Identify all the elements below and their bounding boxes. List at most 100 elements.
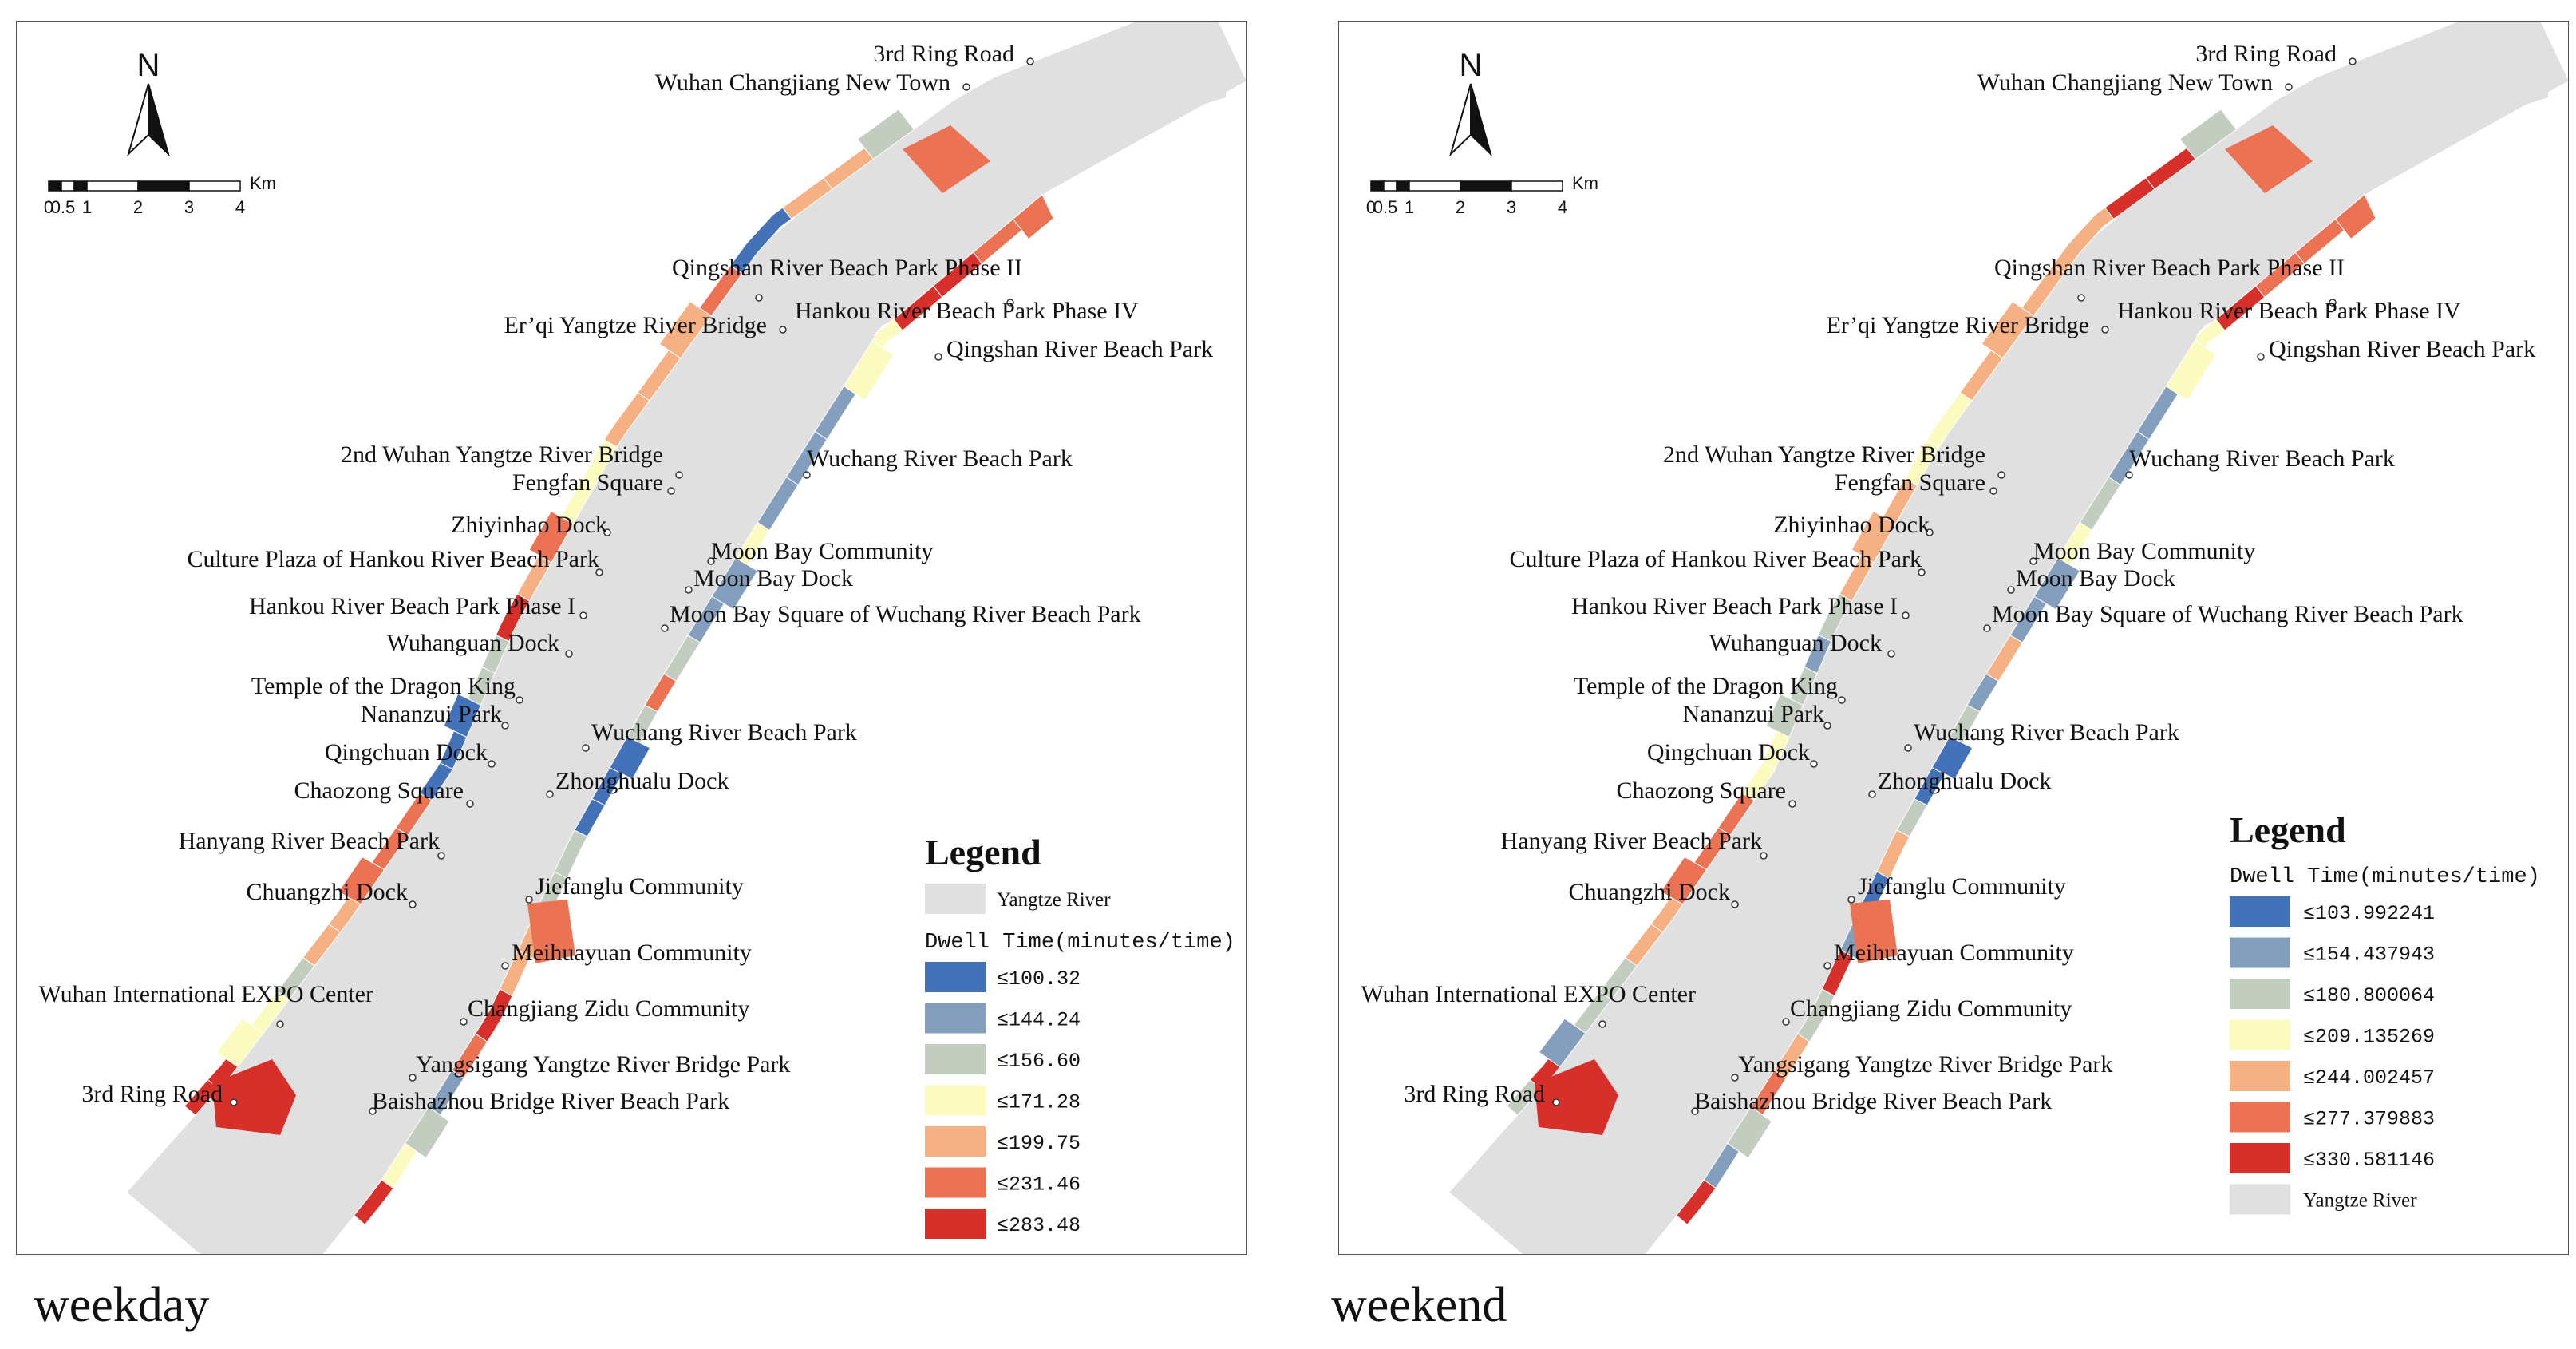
legend-swatch xyxy=(925,1209,986,1239)
place-marker xyxy=(1731,900,1739,908)
place-marker xyxy=(1823,722,1831,730)
place-label: Hankou River Beach Park Phase IV xyxy=(795,298,1139,324)
place-label: Fengfan Square xyxy=(1835,469,1985,496)
place-label: Changjiang Zidu Community xyxy=(1790,995,2072,1022)
place-label: Moon Bay Community xyxy=(711,538,933,564)
legend-river-swatch xyxy=(925,884,986,914)
place-marker xyxy=(2349,57,2357,65)
place-marker xyxy=(2007,586,2015,594)
right-bank-segment xyxy=(528,510,574,564)
place-marker xyxy=(501,962,509,970)
place-label: 3rd Ring Road xyxy=(873,41,1014,67)
place-marker xyxy=(546,790,554,798)
place-marker xyxy=(1997,471,2005,479)
place-marker xyxy=(1731,1074,1739,1082)
place-marker xyxy=(2329,299,2337,307)
place-marker xyxy=(1810,760,1818,768)
legend-river-swatch xyxy=(2230,1184,2290,1215)
place-label: Qingshan River Beach Park xyxy=(2269,336,2535,362)
place-marker xyxy=(437,852,445,860)
place-label: Qingchuan Dock xyxy=(1647,739,1810,765)
place-marker xyxy=(675,471,683,479)
place-label: Qingshan River Beach Park xyxy=(946,336,1213,362)
place-marker xyxy=(2285,83,2293,91)
right-bank-segment xyxy=(1538,1018,1586,1068)
place-marker xyxy=(2029,557,2037,565)
legend-swatch xyxy=(925,1085,986,1116)
scale-tick-label: 0 xyxy=(44,197,53,217)
place-label: Zhiyinhao Dock xyxy=(451,512,607,538)
legend-class-label: ≤231.46 xyxy=(997,1173,1081,1197)
place-label: Meihuayuan Community xyxy=(1834,940,2074,966)
place-label: Wuhan International EXPO Center xyxy=(38,981,373,1007)
legend-class-label: ≤283.48 xyxy=(997,1214,1081,1237)
place-marker xyxy=(2257,353,2265,361)
scale-unit: Km xyxy=(250,173,276,193)
legend: Legend Dwell Time(minutes/time) ≤103.99224… xyxy=(2230,809,2540,1215)
place-marker xyxy=(603,528,611,536)
legend-class-label: ≤180.800064 xyxy=(2303,984,2435,1007)
place-marker xyxy=(1847,896,1855,904)
place-label: Wuhanguan Dock xyxy=(1709,630,1882,656)
place-label: Wuhan Changjiang New Town xyxy=(1977,69,2273,96)
legend-class-label: ≤171.28 xyxy=(997,1091,1081,1114)
place-marker xyxy=(707,557,715,565)
right-bank-segment xyxy=(215,1018,264,1068)
place-label: Temple of the Dragon King xyxy=(251,673,516,699)
place-label: Yangsigang Yangtze River Bridge Park xyxy=(1738,1051,2112,1078)
place-label: Chaozong Square xyxy=(294,777,464,804)
left-bank-segment xyxy=(353,1179,394,1225)
place-marker xyxy=(1552,1098,1560,1106)
place-marker xyxy=(934,353,942,361)
legend-class-label: ≤199.75 xyxy=(997,1132,1081,1155)
right-bank-segment xyxy=(1981,301,2035,359)
scale-tick-label: 0.5 xyxy=(1373,197,1398,217)
place-label: Baishazhou Bridge River Beach Park xyxy=(372,1088,729,1114)
place-label: Zhonghualu Dock xyxy=(555,768,729,794)
place-marker xyxy=(1823,962,1831,970)
place-marker xyxy=(595,568,603,576)
right-bank-segment xyxy=(658,301,713,359)
place-label: Hanyang River Beach Park xyxy=(179,828,440,854)
left-bank-segment xyxy=(1675,1179,1717,1225)
place-marker xyxy=(525,896,533,904)
place-label: 3rd Ring Road xyxy=(1404,1081,1545,1107)
north-arrow-icon xyxy=(1449,83,1492,157)
place-marker xyxy=(1926,528,1934,536)
place-label: Hankou River Beach Park Phase I xyxy=(249,593,575,619)
legend-class-label: ≤209.135269 xyxy=(2303,1026,2435,1049)
legend-subtitle: Dwell Time(minutes/time) xyxy=(2230,865,2540,889)
scale-tick-label: 3 xyxy=(1507,197,1516,217)
place-marker xyxy=(369,1107,377,1115)
scale-tick-label: 3 xyxy=(184,197,194,217)
legend-class-label: ≤154.437943 xyxy=(2303,944,2435,967)
scale-tick-label: 2 xyxy=(1456,197,1465,217)
place-label: Changjiang Zidu Community xyxy=(468,995,749,1022)
place-label: 3rd Ring Road xyxy=(81,1081,223,1107)
place-marker xyxy=(1026,57,1034,65)
place-marker xyxy=(2101,326,2109,334)
place-label: Moon Bay Square of Wuchang River Beach P… xyxy=(670,601,1141,627)
right-bank-segment xyxy=(856,109,915,160)
place-marker xyxy=(516,696,523,704)
legend-class-label: ≤330.581146 xyxy=(2303,1149,2435,1172)
place-label: Jiefanglu Community xyxy=(1858,873,2066,900)
right-bank-segment xyxy=(2179,109,2238,160)
place-marker xyxy=(803,471,811,479)
legend-swatch xyxy=(925,1003,986,1034)
scale-tick-label: 2 xyxy=(133,197,143,217)
place-label: Moon Bay Community xyxy=(2033,538,2255,564)
place-label: Qingshan River Beach Park Phase II xyxy=(1994,255,2345,281)
legend-swatch xyxy=(2230,896,2290,927)
place-label: Yangsigang Yangtze River Bridge Park xyxy=(416,1051,790,1078)
right-bank-segment xyxy=(1506,1079,1542,1116)
place-label: Chuangzhi Dock xyxy=(247,879,408,905)
place-marker xyxy=(661,624,669,632)
legend-class-label: ≤244.002457 xyxy=(2303,1066,2435,1090)
place-label: Culture Plaza of Hankou River Beach Park xyxy=(1509,546,1922,572)
place-marker xyxy=(1782,1018,1790,1026)
place-marker xyxy=(409,900,417,908)
place-marker xyxy=(409,1074,417,1082)
place-marker xyxy=(582,744,590,752)
